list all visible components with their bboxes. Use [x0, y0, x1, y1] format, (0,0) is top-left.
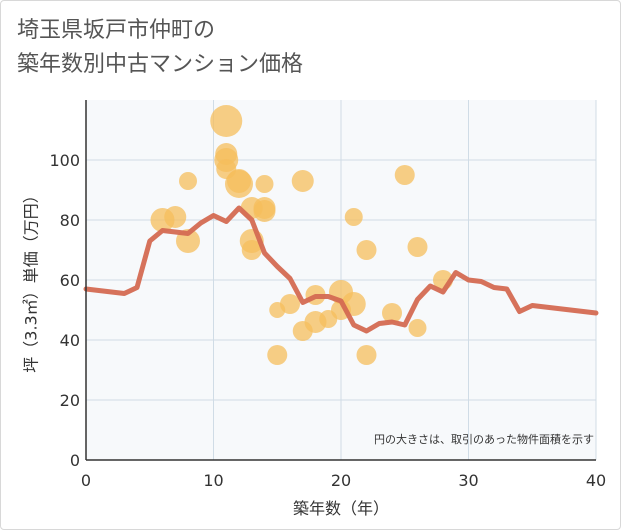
bubble-point: [241, 240, 262, 260]
bubble-point: [356, 240, 377, 260]
bubble-point: [164, 206, 187, 228]
chart-title: 埼玉県坂戸市仲町の 築年数別中古マンション価格: [17, 14, 303, 82]
bubble-point: [344, 208, 363, 226]
bubble-point: [225, 170, 253, 198]
trend-line-series: [83, 205, 599, 334]
x-tick-label: 10: [203, 471, 223, 490]
x-axis-label: 築年数（年）: [293, 499, 389, 518]
bubble-point: [408, 319, 427, 337]
x-tick-label: 40: [586, 471, 606, 490]
bubble-point: [382, 303, 402, 323]
y-tick-label: 0: [70, 451, 80, 470]
bubble-point: [253, 200, 276, 222]
title-line-2: 築年数別中古マンション価格: [17, 52, 304, 77]
bubble-point: [280, 294, 300, 314]
title-line-1: 埼玉県坂戸市仲町の: [17, 18, 216, 43]
trend-line: [83, 205, 599, 334]
bubble-point: [291, 170, 314, 192]
axes: 0 20 40 60 80 100 0 10 20 30 40: [49, 100, 606, 490]
y-tick-label: 60: [60, 271, 80, 290]
y-tick-label: 100: [49, 151, 80, 170]
bubble-point: [356, 345, 377, 365]
bubble-point: [255, 175, 274, 193]
bubble-point: [394, 165, 415, 185]
x-tick-label: 20: [331, 471, 351, 490]
x-tick-label: 30: [458, 471, 478, 490]
y-tick-label: 80: [60, 211, 80, 230]
bubble-point: [210, 105, 243, 137]
x-tick-label: 0: [81, 471, 91, 490]
size-note: 円の大きさは、取引のあった物件面積を示す: [374, 432, 594, 446]
y-axis-label: 坪（3.3㎡）単価（万円）: [22, 187, 41, 372]
bubble-point: [267, 345, 288, 365]
y-tick-label: 20: [60, 391, 80, 410]
bubble-point: [179, 172, 197, 190]
bubble-series: [150, 105, 453, 365]
y-tick-label: 40: [60, 331, 80, 350]
bubble-point: [407, 237, 428, 257]
